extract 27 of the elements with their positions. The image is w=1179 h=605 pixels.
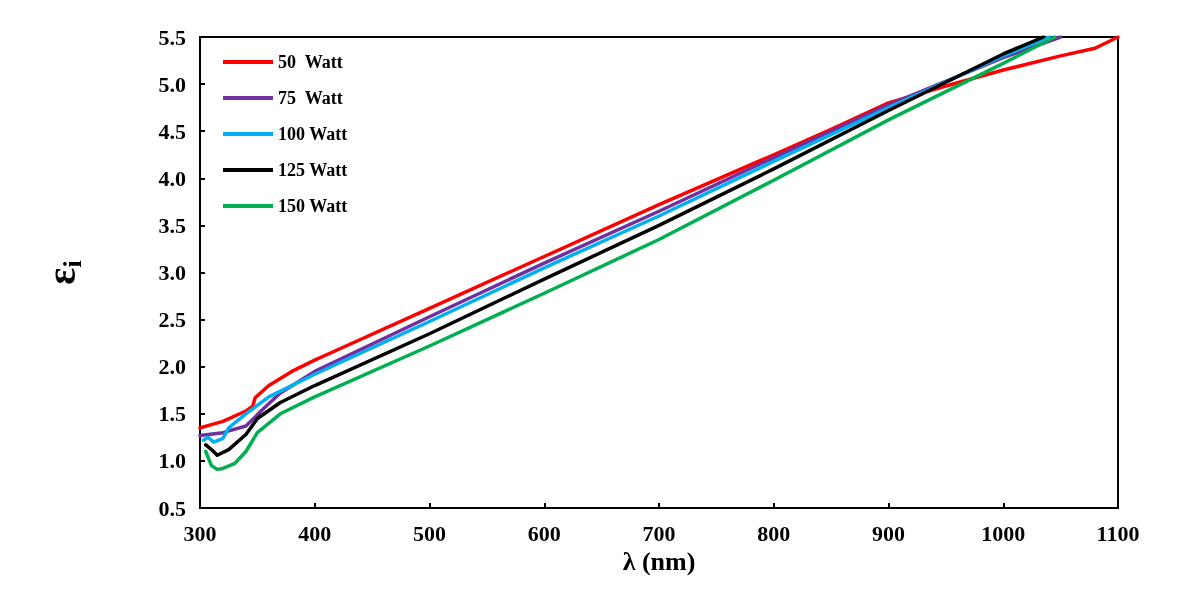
x-tick-label: 700: [642, 520, 676, 546]
y-tick-label: 4.5: [158, 118, 186, 144]
x-tick-label: 800: [757, 520, 791, 546]
y-tick-label: 1.5: [158, 401, 186, 427]
legend-label: 100 Watt: [278, 124, 348, 144]
y-axis-title: εi: [38, 260, 87, 285]
x-tick-label: 1100: [1096, 520, 1140, 546]
x-axis-title: λ (nm): [622, 547, 696, 577]
y-tick-label: 4.0: [158, 165, 186, 191]
y-tick-label: 3.5: [158, 212, 186, 238]
x-tick-label: 500: [413, 520, 446, 546]
x-tick-label: 600: [527, 520, 561, 546]
y-tick-label: 5.0: [158, 71, 186, 97]
legend-label: 50 Watt: [278, 52, 343, 72]
y-tick-label: 0.5: [158, 495, 186, 521]
legend-label: 75 Watt: [278, 88, 343, 108]
x-tick-label: 900: [872, 520, 905, 546]
legend-label: 150 Watt: [278, 196, 348, 216]
y-tick-label: 2.0: [158, 354, 186, 380]
y-tick-label: 1.0: [158, 448, 186, 474]
y-tick-label: 5.5: [158, 24, 186, 50]
x-tick-label: 300: [183, 520, 217, 546]
legend-label: 125 Watt: [278, 160, 348, 180]
x-tick-label: 1000: [981, 520, 1026, 546]
y-tick-label: 2.5: [158, 307, 186, 333]
x-tick-label: 400: [298, 520, 332, 546]
y-tick-label: 3.0: [158, 260, 186, 285]
